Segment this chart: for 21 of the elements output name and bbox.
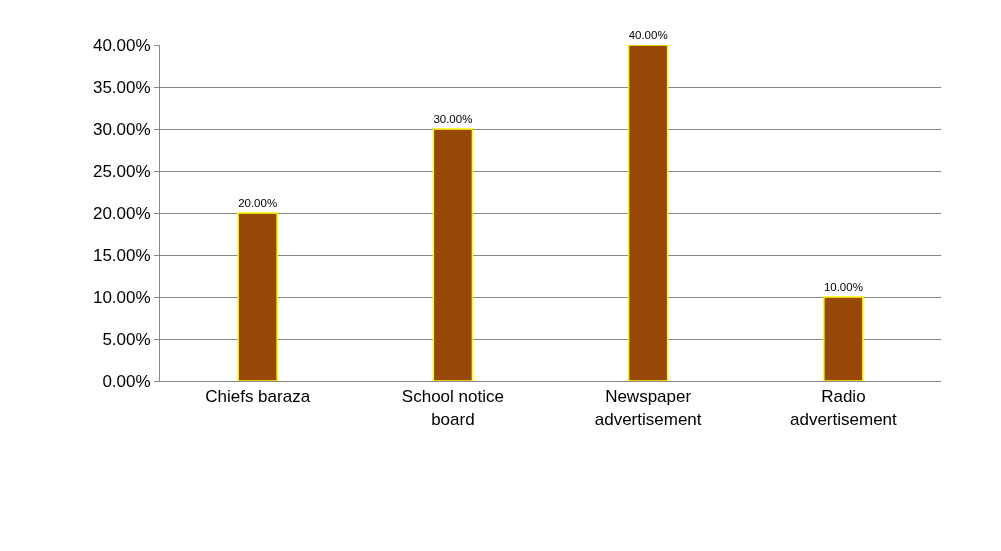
y-tick-label: 0.00% [102,371,151,391]
y-tick-label: 10.00% [92,287,151,307]
x-tick-label: Newspaper advertisement [594,387,702,429]
x-tick-label: School notice board [401,387,504,429]
data-label: 10.00% [823,281,863,294]
x-tick-label: Radio advertisement [789,387,898,429]
bar [237,212,278,381]
y-tick-label: 35.00% [92,77,151,97]
bar [627,45,669,381]
y-tick-label: 5.00% [102,329,151,349]
y-tick-label: 20.00% [92,203,151,223]
y-tick-label: 25.00% [92,161,151,181]
bar [432,128,474,381]
data-label: 40.00% [628,29,668,42]
y-tick-label: 40.00% [92,35,151,55]
bar [823,296,864,381]
y-tick-label: 30.00% [92,119,151,139]
data-label: 30.00% [433,113,473,126]
y-tick-label: 15.00% [92,245,151,265]
data-label: 20.00% [238,197,278,210]
x-tick-label: Chiefs baraza [205,387,311,407]
